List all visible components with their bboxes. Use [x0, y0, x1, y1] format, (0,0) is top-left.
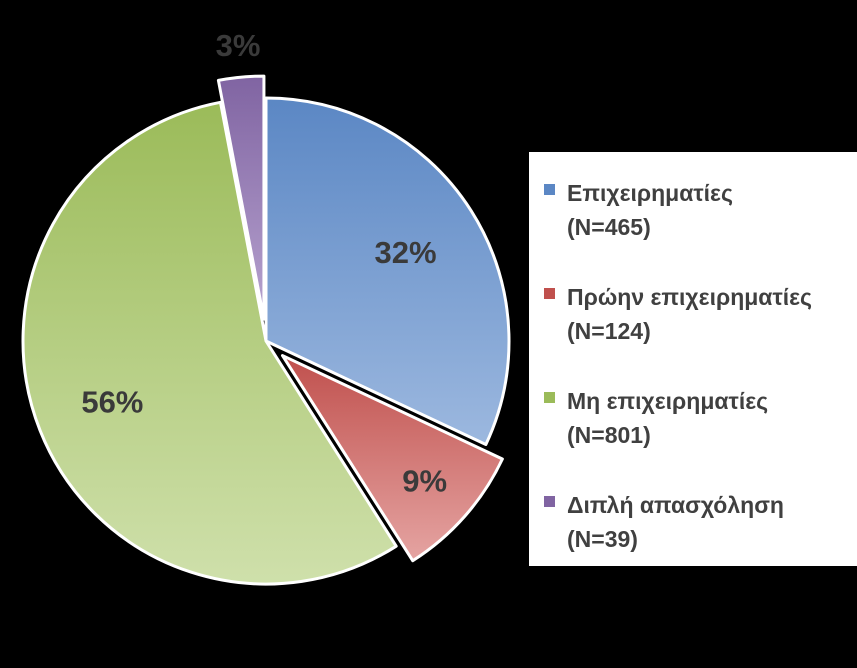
legend-item-entrepreneurs: Επιχειρηματίες (N=465): [544, 176, 857, 280]
pie-slice-former-entrepreneurs: [281, 354, 504, 563]
pie-slice-non-entrepreneurs: [21, 100, 398, 586]
legend-label: Επιχειρηματίες: [567, 180, 733, 206]
pie-slice-label: 3%: [216, 28, 261, 63]
legend-count: (N=124): [567, 318, 651, 344]
legend-item-non-entrepreneurs: Μη επιχειρηματίες (N=801): [544, 384, 857, 488]
legend-swatch: [544, 496, 555, 507]
legend-swatch: [544, 184, 555, 195]
pie-slice-dual-employment: [216, 74, 266, 321]
legend-count: (N=801): [567, 422, 651, 448]
legend-label: Μη επιχειρηματίες: [567, 388, 769, 414]
legend-label: Διπλή απασχόληση: [567, 492, 784, 518]
legend-count: (N=465): [567, 214, 651, 240]
legend-count: (N=39): [567, 526, 638, 552]
legend: Επιχειρηματίες (N=465) Πρώην επιχειρηματ…: [529, 152, 857, 566]
legend-item-former-entrepreneurs: Πρώην επιχειρηματίες (N=124): [544, 280, 857, 384]
legend-swatch: [544, 392, 555, 403]
pie-slice-label: 9%: [402, 463, 447, 498]
pie-slice-labels: 32% 9% 56% 3%: [81, 28, 447, 499]
legend-swatch: [544, 288, 555, 299]
pie-slice-label: 56%: [81, 384, 143, 419]
pie-slice-label: 32%: [374, 235, 436, 270]
pie-slices: [21, 74, 511, 586]
pie-slice-entrepreneurs: [264, 96, 511, 446]
legend-item-dual-employment: Διπλή απασχόληση (N=39): [544, 488, 857, 592]
legend-label: Πρώην επιχειρηματίες: [567, 284, 812, 310]
